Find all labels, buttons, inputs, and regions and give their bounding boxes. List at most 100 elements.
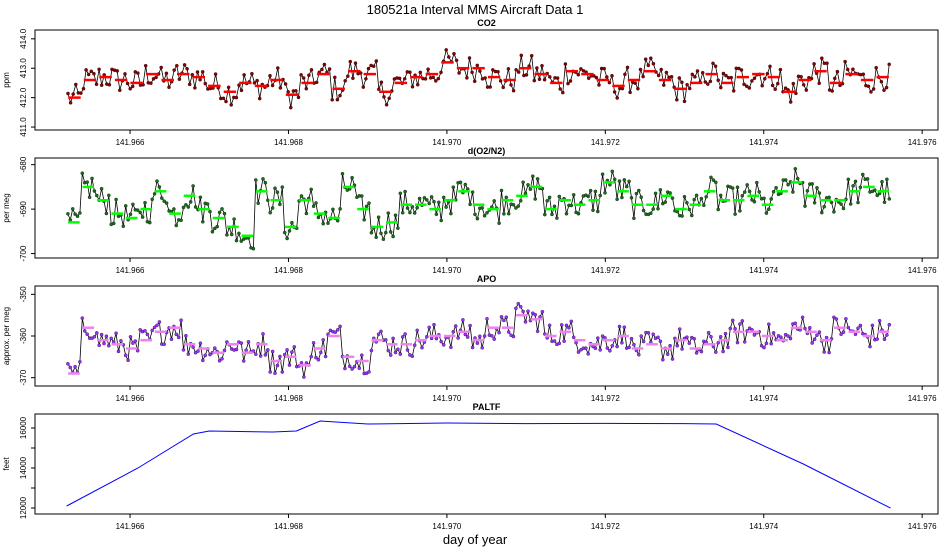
data-point-co2	[304, 86, 309, 91]
data-point-o2	[569, 203, 574, 208]
data-point-co2	[643, 57, 648, 61]
panel-title-co2: CO2	[477, 18, 496, 28]
data-point-o2	[393, 213, 398, 217]
data-point-o2	[172, 207, 176, 211]
data-point-co2	[351, 76, 355, 80]
data-point-o2	[755, 180, 759, 185]
data-point-co2	[237, 83, 241, 87]
data-point-apo	[384, 338, 388, 342]
data-point-co2	[703, 80, 708, 84]
data-point-o2	[629, 196, 634, 200]
data-point-o2	[555, 216, 559, 220]
data-point-co2	[548, 75, 552, 79]
data-point-o2	[316, 215, 321, 220]
data-point-apo	[369, 348, 374, 353]
data-point-apo	[822, 350, 826, 354]
data-point-co2	[729, 75, 733, 80]
data-point-apo	[78, 360, 82, 364]
data-point-co2	[750, 79, 754, 83]
data-point-apo	[716, 341, 720, 345]
data-point-co2	[804, 88, 809, 92]
data-point-o2	[485, 211, 489, 215]
data-point-o2	[771, 189, 776, 194]
data-point-co2	[628, 90, 632, 95]
data-point-co2	[874, 65, 878, 70]
data-point-o2	[533, 197, 537, 201]
data-point-apo	[186, 352, 191, 356]
data-point-apo	[518, 304, 523, 309]
data-point-co2	[97, 67, 101, 72]
data-point-co2	[615, 96, 619, 100]
data-point-co2	[719, 85, 723, 90]
data-point-o2	[615, 197, 619, 202]
data-point-co2	[680, 80, 684, 85]
data-point-co2	[387, 96, 391, 101]
data-point-co2	[128, 87, 132, 91]
data-point-apo	[824, 335, 829, 340]
data-point-co2	[612, 90, 617, 94]
data-point-apo	[193, 350, 198, 355]
data-point-apo	[771, 331, 776, 335]
data-point-co2	[226, 85, 231, 90]
data-point-o2	[733, 212, 737, 216]
data-point-apo	[721, 349, 725, 354]
data-point-o2	[437, 200, 441, 205]
data-point-co2	[107, 83, 112, 87]
data-point-o2	[793, 167, 798, 171]
data-point-co2	[286, 90, 290, 94]
data-point-apo	[434, 336, 439, 341]
data-point-co2	[289, 105, 293, 110]
data-point-co2	[185, 67, 189, 71]
data-point-apo	[552, 339, 557, 343]
data-point-o2	[135, 208, 140, 212]
data-point-apo	[220, 357, 224, 361]
data-point-co2	[778, 67, 783, 72]
data-point-o2	[208, 209, 212, 214]
x-tick-label-paltf: 141.970	[432, 522, 461, 531]
data-point-o2	[718, 193, 723, 198]
data-point-co2	[457, 71, 461, 75]
data-point-o2	[70, 207, 75, 211]
data-point-apo	[827, 350, 831, 355]
data-point-o2	[591, 208, 595, 212]
y-tick-label-paltf: 12000	[19, 496, 28, 519]
data-point-co2	[447, 55, 451, 59]
data-point-apo	[706, 330, 711, 335]
data-point-apo	[138, 328, 142, 332]
data-point-o2	[99, 186, 104, 191]
data-point-o2	[750, 198, 754, 202]
y-axis-label-co2: ppm	[2, 72, 11, 88]
data-point-co2	[276, 66, 280, 70]
data-point-apo	[410, 354, 415, 358]
data-point-apo	[429, 336, 434, 341]
data-point-o2	[865, 177, 870, 181]
data-point-co2	[695, 69, 700, 73]
data-point-o2	[400, 211, 405, 215]
data-point-co2	[270, 83, 275, 88]
data-point-apo	[769, 341, 773, 346]
data-point-co2	[234, 95, 239, 100]
data-point-co2	[278, 86, 283, 90]
data-point-apo	[244, 348, 248, 352]
data-point-apo	[282, 352, 287, 357]
data-point-o2	[403, 189, 407, 194]
y-tick-label-co2: 414.0	[19, 28, 28, 49]
data-point-apo	[668, 343, 672, 348]
data-point-o2	[571, 193, 576, 197]
data-point-co2	[242, 73, 246, 77]
data-point-apo	[396, 347, 400, 352]
data-point-co2	[636, 86, 640, 91]
data-point-o2	[687, 207, 692, 212]
data-point-o2	[338, 207, 342, 211]
x-tick-label-apo: 141.972	[591, 394, 620, 403]
data-point-o2	[550, 212, 554, 217]
data-point-co2	[830, 89, 834, 93]
data-point-apo	[620, 341, 624, 345]
data-point-o2	[270, 206, 275, 210]
data-point-o2	[547, 195, 552, 200]
data-point-o2	[822, 204, 826, 209]
data-point-apo	[273, 371, 277, 375]
data-point-apo	[150, 328, 154, 333]
data-point-apo	[97, 343, 101, 348]
y-axis-label-o2: per meg	[2, 193, 11, 222]
